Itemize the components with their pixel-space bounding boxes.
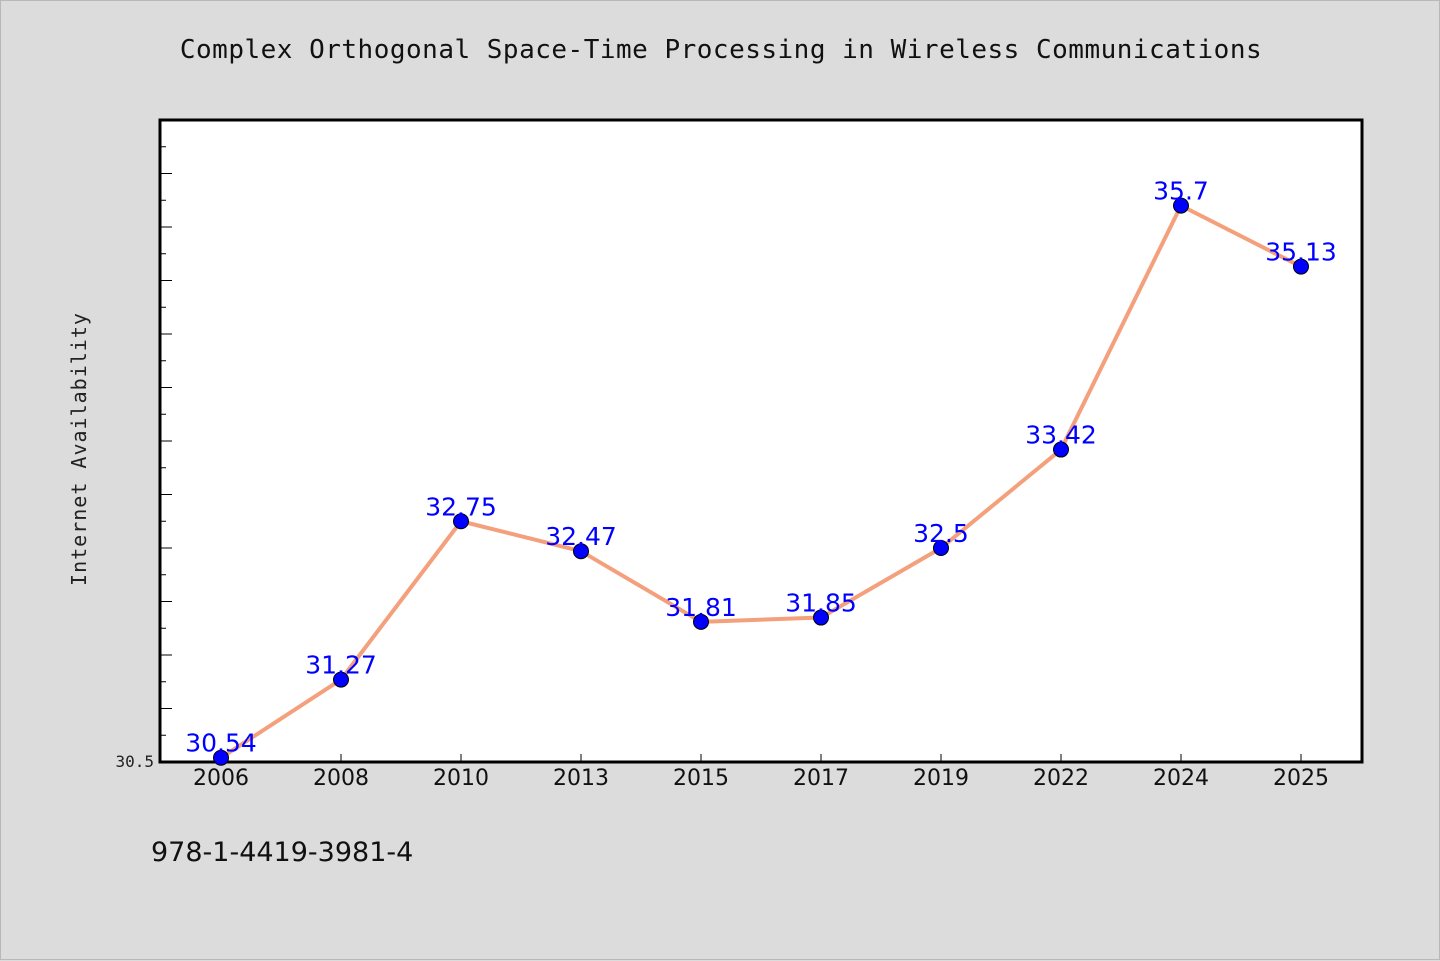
data-label: 31.27 [305, 651, 377, 680]
data-point [933, 540, 949, 556]
data-label: 31.85 [785, 589, 857, 618]
data-point [1293, 258, 1309, 275]
data-label: 35.7 [1153, 177, 1209, 206]
x-tick-label: 2024 [1153, 766, 1209, 791]
x-tick-label: 2008 [313, 766, 369, 791]
x-tick-label: 2015 [673, 766, 729, 791]
data-point [813, 609, 829, 626]
x-tick-label: 2013 [553, 766, 609, 791]
data-point [453, 513, 469, 530]
isbn-text: 978-1-4419-3981-4 [151, 837, 414, 868]
data-label: 35.13 [1265, 238, 1337, 267]
chart-title: Complex Orthogonal Space-Time Processing… [179, 35, 1263, 65]
x-tick-label: 2022 [1033, 766, 1089, 791]
y-tick-label: 30.5 [115, 752, 154, 771]
data-label: 33.42 [1025, 421, 1097, 450]
x-tick-label: 2017 [793, 766, 849, 791]
data-point [333, 671, 349, 688]
data-label: 32.47 [545, 522, 617, 551]
data-point [693, 613, 709, 630]
x-tick-label: 2010 [433, 766, 489, 791]
data-point [573, 543, 589, 560]
data-label: 32.5 [913, 519, 969, 548]
x-tick-label: 2019 [913, 766, 969, 791]
data-point [1053, 441, 1069, 458]
x-tick-label: 2025 [1273, 766, 1329, 791]
x-tick-label: 2006 [193, 766, 249, 791]
data-point [213, 749, 229, 766]
data-label: 32.75 [425, 492, 497, 521]
data-label: 30.54 [185, 729, 257, 758]
data-label: 31.81 [665, 593, 737, 622]
data-point [1173, 197, 1189, 214]
series-line [219, 203, 1302, 760]
